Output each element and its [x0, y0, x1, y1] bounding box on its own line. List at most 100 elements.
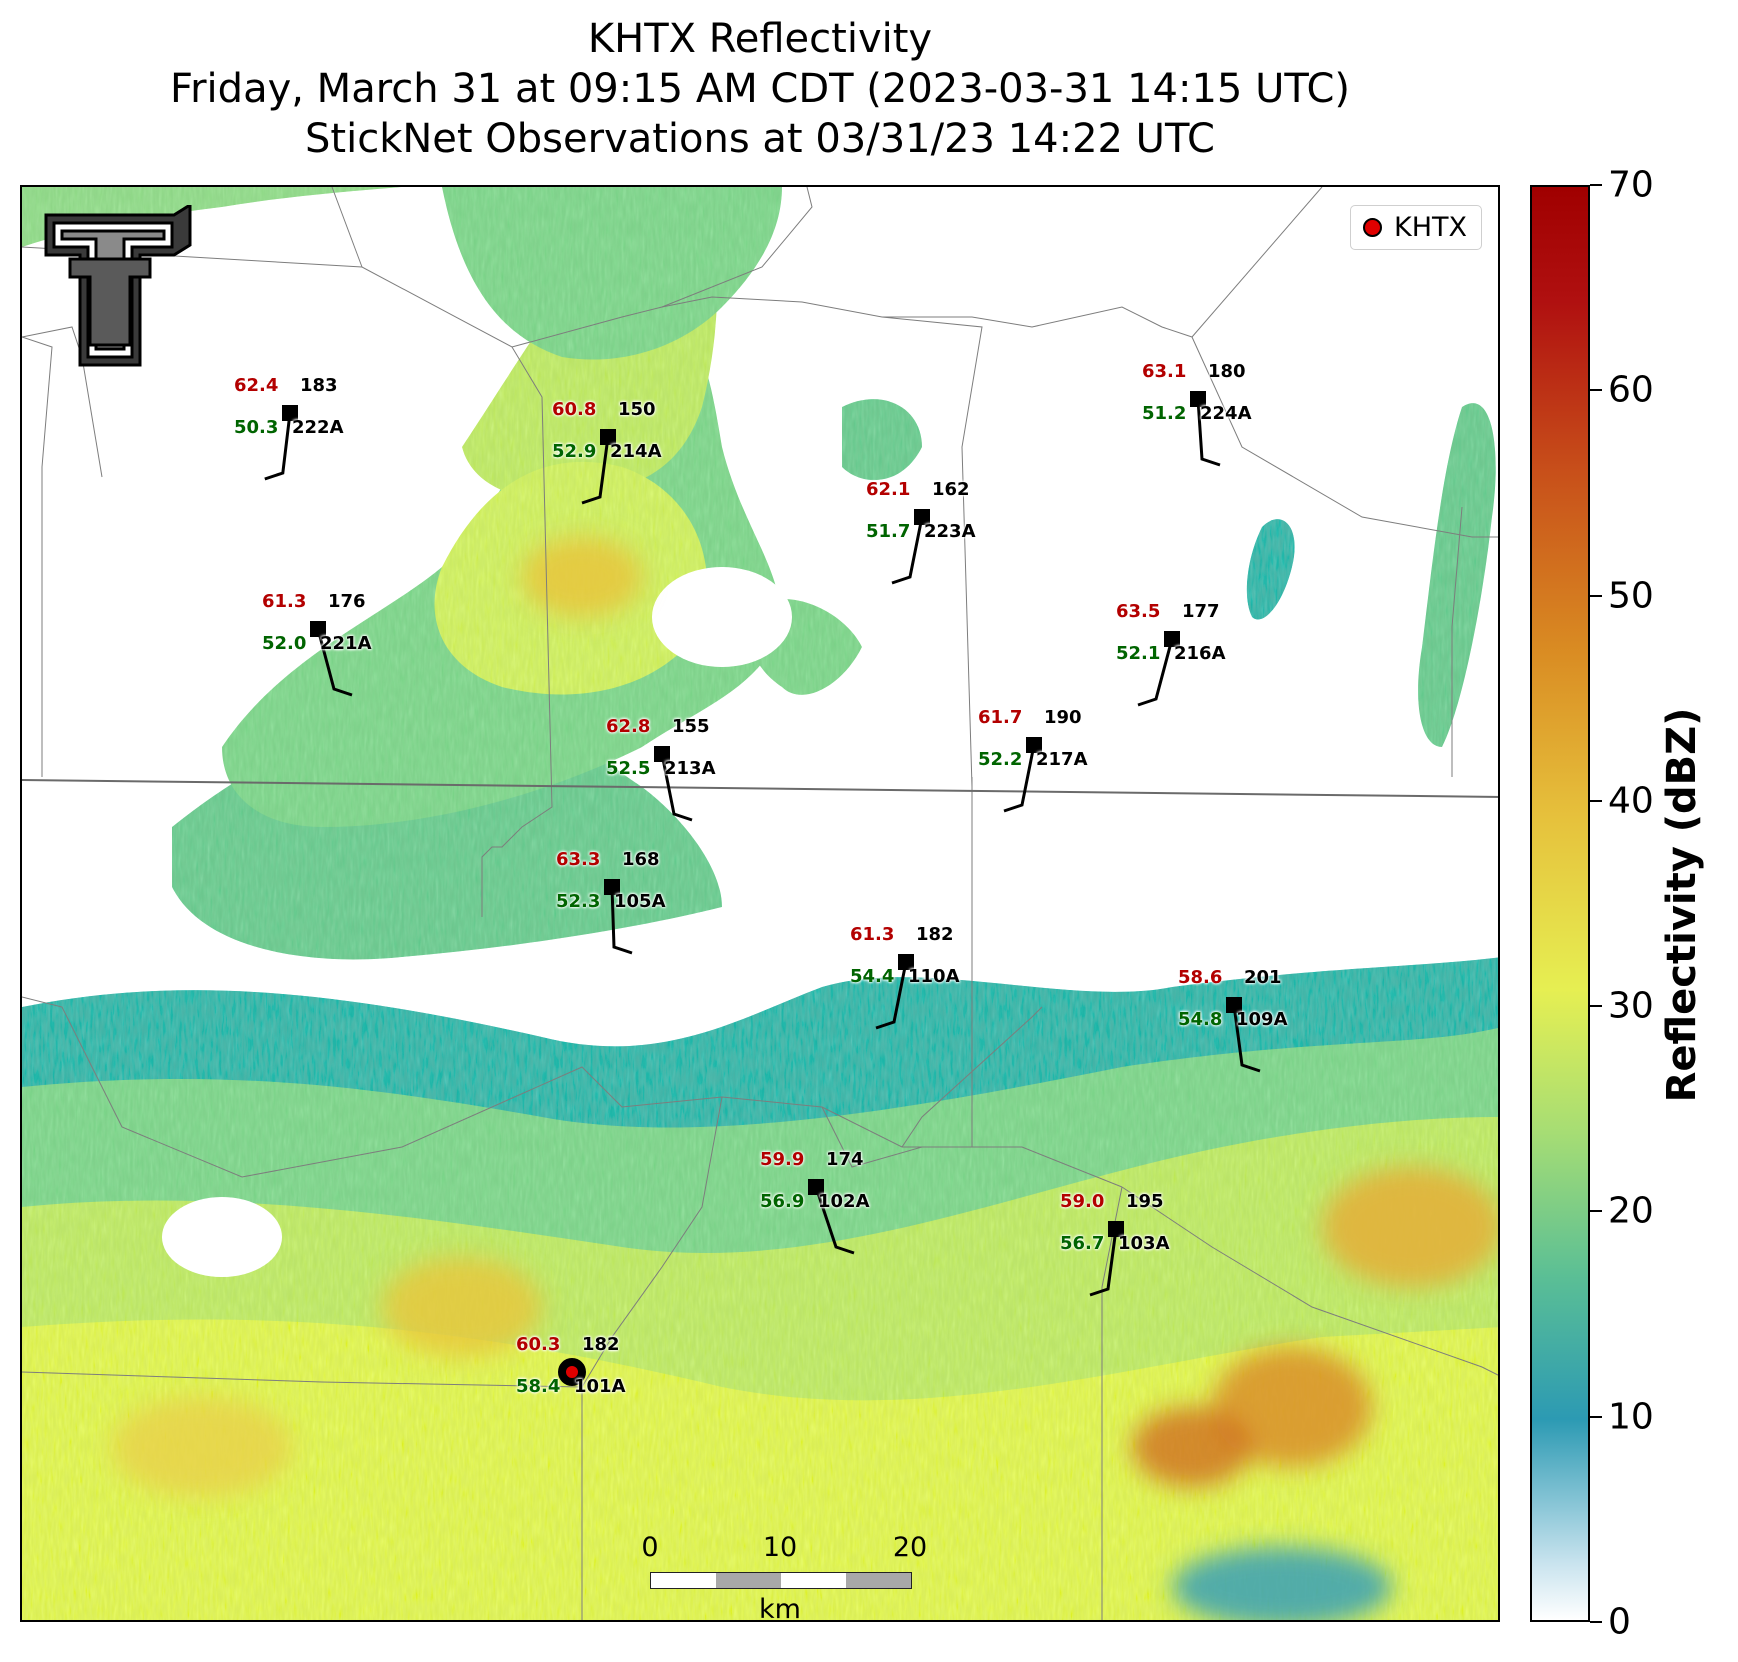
station-wind-direction: 190: [1044, 707, 1082, 728]
station-dewpoint: 51.2: [1142, 403, 1187, 424]
colorbar-tick-label: 60: [1608, 369, 1654, 411]
station-wind-direction: 168: [622, 849, 660, 870]
station-id: 223A: [924, 521, 976, 542]
station-temperature: 62.1: [866, 479, 911, 500]
station-id: 101A: [574, 1376, 626, 1397]
colorbar: 0 10 20 30 40 50 60 70 Reflectivity (dBZ): [1530, 165, 1738, 1643]
wind-barb: [1003, 744, 1036, 813]
colorbar-tick-mark: [1590, 594, 1602, 597]
legend-label: KHTX: [1394, 212, 1467, 243]
wind-barb: [1137, 638, 1174, 707]
station-id: 105A: [614, 891, 666, 912]
station-temperature: 59.9: [760, 1149, 805, 1170]
county-boundaries: [22, 187, 1498, 1620]
station-temperature: 61.3: [850, 924, 895, 945]
wind-barb: [814, 1186, 855, 1255]
wind-barb: [1089, 1228, 1118, 1297]
station-temperature: 61.7: [978, 707, 1023, 728]
station-temperature: 60.8: [552, 399, 597, 420]
station-id: 221A: [320, 633, 372, 654]
colorbar-tick-label: 0: [1608, 1601, 1631, 1643]
station-temperature: 60.3: [516, 1334, 561, 1355]
colorbar-tick-mark: [1590, 1621, 1602, 1623]
scale-tick-10: 10: [762, 1532, 798, 1563]
station-id: 213A: [664, 758, 716, 779]
wind-barb: [875, 961, 908, 1030]
radar-site-legend-icon: [1363, 218, 1382, 237]
station-wind-direction: 183: [300, 375, 338, 396]
station-wind-direction: 155: [672, 716, 710, 737]
station-temperature: 58.6: [1178, 967, 1223, 988]
wind-barb: [264, 412, 292, 481]
title-line-3: StickNet Observations at 03/31/23 14:22 …: [305, 116, 1215, 162]
station-temperature: 62.8: [606, 716, 651, 737]
station-wind-direction: 195: [1126, 1191, 1164, 1212]
scale-tick-20: 20: [892, 1532, 928, 1563]
station-temperature: 62.4: [234, 375, 279, 396]
station-dewpoint: 50.3: [234, 417, 279, 438]
colorbar-tick-mark: [1590, 1210, 1602, 1213]
station-wind-direction: 176: [328, 591, 366, 612]
wind-barb: [1232, 1004, 1261, 1073]
station-wind-direction: 180: [1208, 361, 1246, 382]
scale-tick-0: 0: [641, 1532, 659, 1563]
khtx-radar-site-marker: [558, 1358, 586, 1386]
wind-barb: [891, 516, 924, 585]
wind-barb: [610, 886, 633, 955]
station-wind-direction: 182: [916, 924, 954, 945]
reflectivity-cores: [112, 537, 1498, 1620]
colorbar-tick-mark: [1590, 184, 1602, 186]
colorbar-tick-label: 30: [1608, 985, 1654, 1027]
colorbar-tick-mark: [1590, 1415, 1602, 1418]
station-dewpoint: 54.4: [850, 966, 895, 987]
colorbar-tick-mark: [1590, 1005, 1602, 1008]
station-dewpoint: 52.1: [1116, 643, 1161, 664]
wind-barb: [581, 436, 610, 505]
colorbar-gradient: [1530, 185, 1590, 1622]
station-id: 222A: [292, 417, 344, 438]
station-wind-direction: 201: [1244, 967, 1282, 988]
colorbar-label: Reflectivity (dBZ): [1659, 707, 1705, 1103]
colorbar-tick-mark: [1590, 799, 1602, 802]
colorbar-tick-label: 10: [1608, 1396, 1654, 1438]
station-temperature: 63.1: [1142, 361, 1187, 382]
station-id: 217A: [1036, 749, 1088, 770]
station-dewpoint: 52.0: [262, 633, 307, 654]
station-markers: [264, 391, 1261, 1297]
chart-title: KHTX Reflectivity Friday, March 31 at 09…: [0, 14, 1520, 164]
station-id: 216A: [1174, 643, 1226, 664]
station-dewpoint: 52.2: [978, 749, 1023, 770]
scale-unit: km: [759, 1594, 801, 1622]
texas-tech-logo: [44, 205, 192, 367]
colorbar-tick-label: 40: [1608, 780, 1654, 822]
radar-map-svg: [22, 187, 1498, 1620]
colorbar-tick-mark: [1590, 389, 1602, 392]
state-line: [22, 779, 1498, 798]
radar-map: KHTX 0 10 20 km 62.4 183 50.3 222A 60.8 150 52…: [20, 185, 1500, 1622]
station-id: 109A: [1236, 1009, 1288, 1030]
station-id: 214A: [610, 441, 662, 462]
title-line-1: KHTX Reflectivity: [587, 16, 933, 62]
station-wind-direction: 182: [582, 1334, 620, 1355]
station-dewpoint: 58.4: [516, 1376, 561, 1397]
colorbar-tick-label: 70: [1608, 164, 1654, 206]
colorbar-tick-label: 50: [1608, 575, 1654, 617]
station-id: 224A: [1200, 403, 1252, 424]
station-id: 103A: [1118, 1233, 1170, 1254]
station-temperature: 63.5: [1116, 601, 1161, 622]
station-id: 110A: [908, 966, 960, 987]
station-wind-direction: 162: [932, 479, 970, 500]
station-wind-direction: 150: [618, 399, 656, 420]
station-dewpoint: 52.3: [556, 891, 601, 912]
station-id: 102A: [818, 1191, 870, 1212]
wind-barb: [1196, 398, 1221, 467]
station-temperature: 59.0: [1060, 1191, 1105, 1212]
station-wind-direction: 174: [826, 1149, 864, 1170]
station-wind-direction: 177: [1182, 601, 1220, 622]
station-dewpoint: 54.8: [1178, 1009, 1223, 1030]
station-dewpoint: 51.7: [866, 521, 911, 542]
scale-segments: [650, 1572, 912, 1589]
station-dewpoint: 52.5: [606, 758, 651, 779]
scale-bar: 0 10 20 km: [622, 1532, 927, 1622]
station-dewpoint: 56.7: [1060, 1233, 1105, 1254]
